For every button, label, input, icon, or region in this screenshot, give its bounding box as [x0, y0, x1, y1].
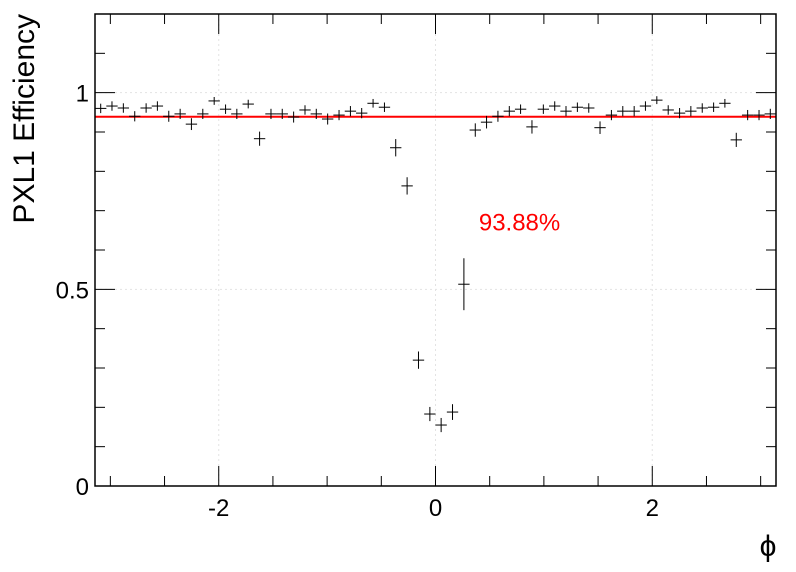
data-point	[492, 110, 504, 122]
data-point	[287, 111, 300, 123]
data-point	[117, 103, 130, 113]
data-point	[707, 102, 720, 112]
data-point	[174, 108, 186, 120]
plot-frame	[94, 13, 777, 487]
data-point	[208, 96, 220, 105]
data-point	[662, 105, 674, 115]
data-point	[446, 404, 459, 420]
data-point	[730, 132, 742, 147]
data-point	[685, 106, 697, 117]
data-point	[276, 108, 288, 120]
data-point	[435, 417, 447, 433]
data-point	[628, 106, 640, 117]
data-point	[185, 118, 198, 131]
data-point	[764, 108, 776, 120]
data-point	[651, 96, 663, 105]
x-axis-label: ϕ	[760, 530, 777, 563]
data-point	[514, 104, 527, 114]
data-point	[129, 111, 141, 122]
data-point	[401, 177, 413, 195]
data-points	[95, 96, 776, 433]
y-tick-label: 0.5	[56, 277, 89, 304]
data-point	[469, 123, 481, 137]
data-point	[673, 108, 686, 119]
data-point	[231, 108, 243, 120]
data-point	[299, 105, 311, 115]
data-point	[753, 109, 765, 121]
data-point	[741, 109, 754, 121]
data-point	[549, 101, 561, 111]
data-point	[378, 102, 391, 112]
data-point	[356, 108, 368, 119]
data-point	[321, 113, 334, 125]
data-point	[242, 99, 254, 109]
data-point	[560, 106, 572, 117]
data-point	[696, 103, 708, 113]
x-tick-label: -2	[208, 495, 229, 522]
data-point	[310, 108, 322, 120]
data-point	[412, 351, 425, 369]
x-tick-label: 2	[646, 495, 659, 522]
data-point	[583, 103, 595, 113]
data-point	[480, 115, 493, 129]
x-tick-labels: -2 0 2	[208, 495, 659, 522]
data-point	[140, 103, 152, 113]
x-tick-label: 0	[429, 495, 442, 522]
data-point	[106, 101, 118, 111]
data-point	[458, 258, 470, 311]
data-point	[151, 101, 164, 111]
data-point	[594, 121, 606, 134]
y-tick-labels: 00.51	[56, 81, 89, 501]
y-tick-label: 0	[76, 474, 89, 501]
data-point	[265, 108, 277, 120]
data-point	[526, 120, 538, 134]
data-point	[503, 106, 515, 117]
data-point	[537, 104, 550, 114]
data-point	[390, 139, 402, 157]
data-point	[219, 104, 232, 114]
data-point	[253, 131, 266, 146]
efficiency-annotation: 93.88%	[479, 209, 560, 236]
minor-ticks	[95, 13, 776, 486]
data-point	[344, 106, 357, 117]
data-point	[367, 98, 379, 108]
data-point	[571, 102, 584, 112]
data-point	[605, 109, 618, 121]
data-point	[639, 101, 652, 111]
data-point	[197, 108, 209, 120]
data-point	[424, 406, 436, 422]
data-point	[163, 110, 175, 122]
y-tick-label: 1	[76, 81, 89, 108]
y-axis-label: PXL1 Efficiency	[8, 14, 41, 224]
data-point	[617, 106, 629, 117]
data-point	[95, 103, 107, 114]
data-point	[719, 98, 731, 108]
data-point	[333, 109, 345, 121]
